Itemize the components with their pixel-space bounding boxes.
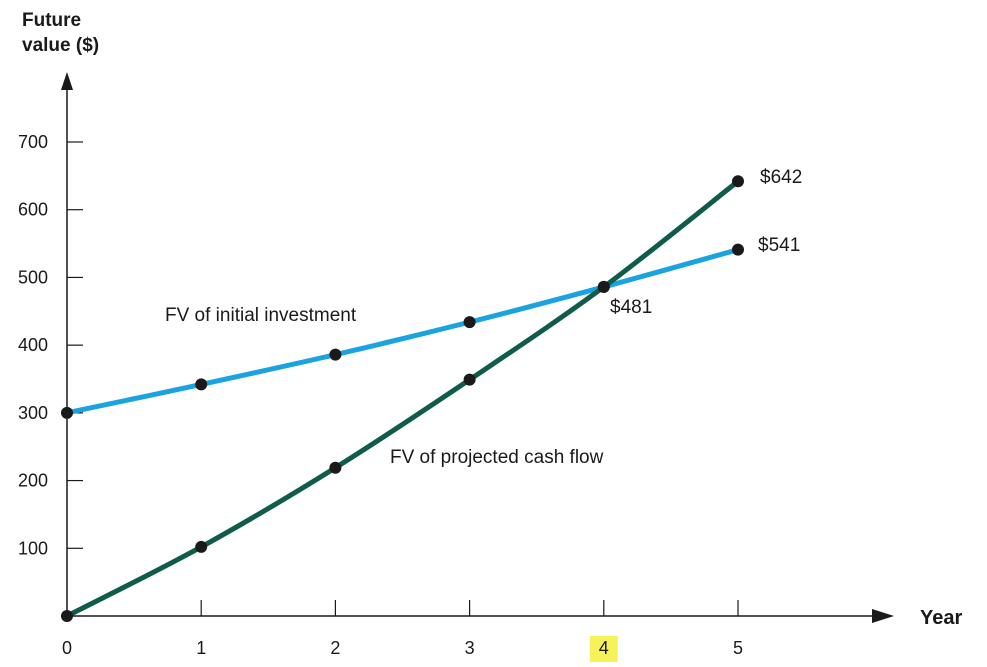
x-tick-label: 0	[62, 638, 72, 658]
y-ticks: 100 200 300 400 500 600 700	[18, 132, 83, 558]
series-line-projected-cash-flow	[64, 178, 741, 619]
x-tick-label: 4	[599, 638, 609, 658]
data-point	[732, 175, 744, 188]
series-label-initial: FV of initial investment	[165, 305, 357, 326]
series-label-projected: FV of projected cash flow	[390, 447, 604, 468]
axes	[61, 72, 894, 623]
y-axis-arrow	[61, 72, 73, 90]
data-point	[463, 373, 476, 386]
data-point	[195, 378, 208, 391]
y-axis-title-line1: Future	[22, 10, 81, 31]
data-point	[329, 348, 342, 361]
end-value-label-projected: $642	[760, 167, 802, 188]
series-layer	[61, 175, 744, 622]
y-axis-title-line2: value ($)	[22, 35, 99, 56]
data-point	[329, 461, 342, 474]
y-tick-label: 600	[18, 200, 48, 220]
data-point	[195, 540, 208, 553]
data-point	[463, 316, 476, 329]
series-line-initial-investment	[64, 247, 741, 416]
y-tick-label: 200	[18, 471, 48, 491]
x-tick-label: 1	[196, 638, 206, 658]
y-tick-label: 400	[18, 335, 48, 355]
x-tick-highlight	[589, 636, 618, 662]
data-point	[732, 243, 744, 256]
x-tick-label: 2	[330, 638, 340, 658]
data-point	[61, 406, 73, 419]
end-value-label-initial: $541	[758, 235, 800, 256]
data-point	[597, 280, 610, 293]
crossing-value-label: $481	[610, 297, 652, 318]
x-axis-title: Year	[920, 607, 962, 629]
data-point	[61, 610, 73, 622]
y-tick-label: 100	[18, 538, 48, 558]
y-tick-label: 300	[18, 403, 48, 423]
x-tick-label: 5	[733, 638, 743, 658]
x-axis-arrow	[872, 609, 894, 623]
x-tick-label: 3	[465, 638, 475, 658]
y-tick-label: 700	[18, 132, 48, 152]
y-tick-label: 500	[18, 267, 48, 287]
x-ticks: 0 1 2 3 4 5	[62, 600, 743, 662]
